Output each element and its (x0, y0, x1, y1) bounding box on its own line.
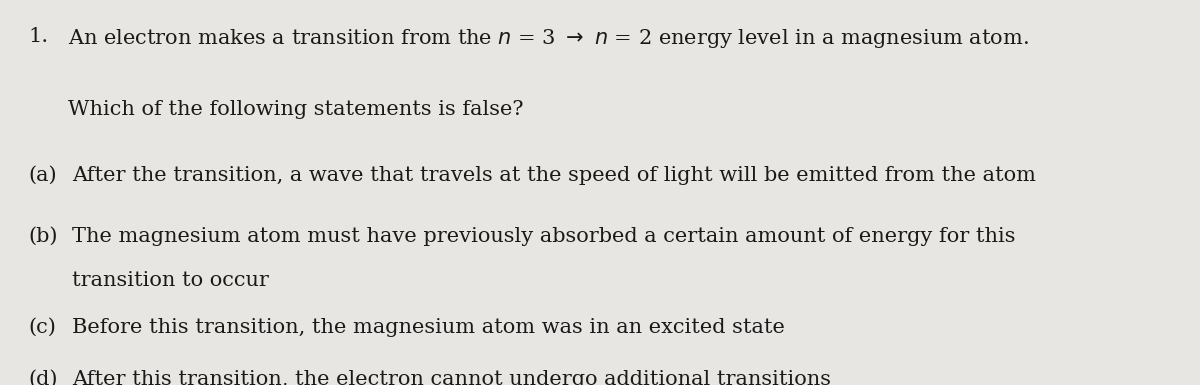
Text: (a): (a) (28, 166, 56, 184)
Text: (d): (d) (28, 370, 58, 385)
Text: After the transition, a wave that travels at the speed of light will be emitted : After the transition, a wave that travel… (72, 166, 1036, 184)
Text: transition to occur: transition to occur (72, 271, 269, 290)
Text: (b): (b) (28, 227, 58, 246)
Text: Before this transition, the magnesium atom was in an excited state: Before this transition, the magnesium at… (72, 318, 785, 336)
Text: 1.: 1. (28, 27, 48, 46)
Text: (c): (c) (28, 318, 56, 336)
Text: The magnesium atom must have previously absorbed a certain amount of energy for : The magnesium atom must have previously … (72, 227, 1015, 246)
Text: After this transition, the electron cannot undergo additional transitions: After this transition, the electron cann… (72, 370, 830, 385)
Text: Which of the following statements is false?: Which of the following statements is fal… (68, 100, 523, 119)
Text: An electron makes a transition from the $n$ = 3 $\rightarrow$ $n$ = 2 energy lev: An electron makes a transition from the … (68, 27, 1028, 50)
